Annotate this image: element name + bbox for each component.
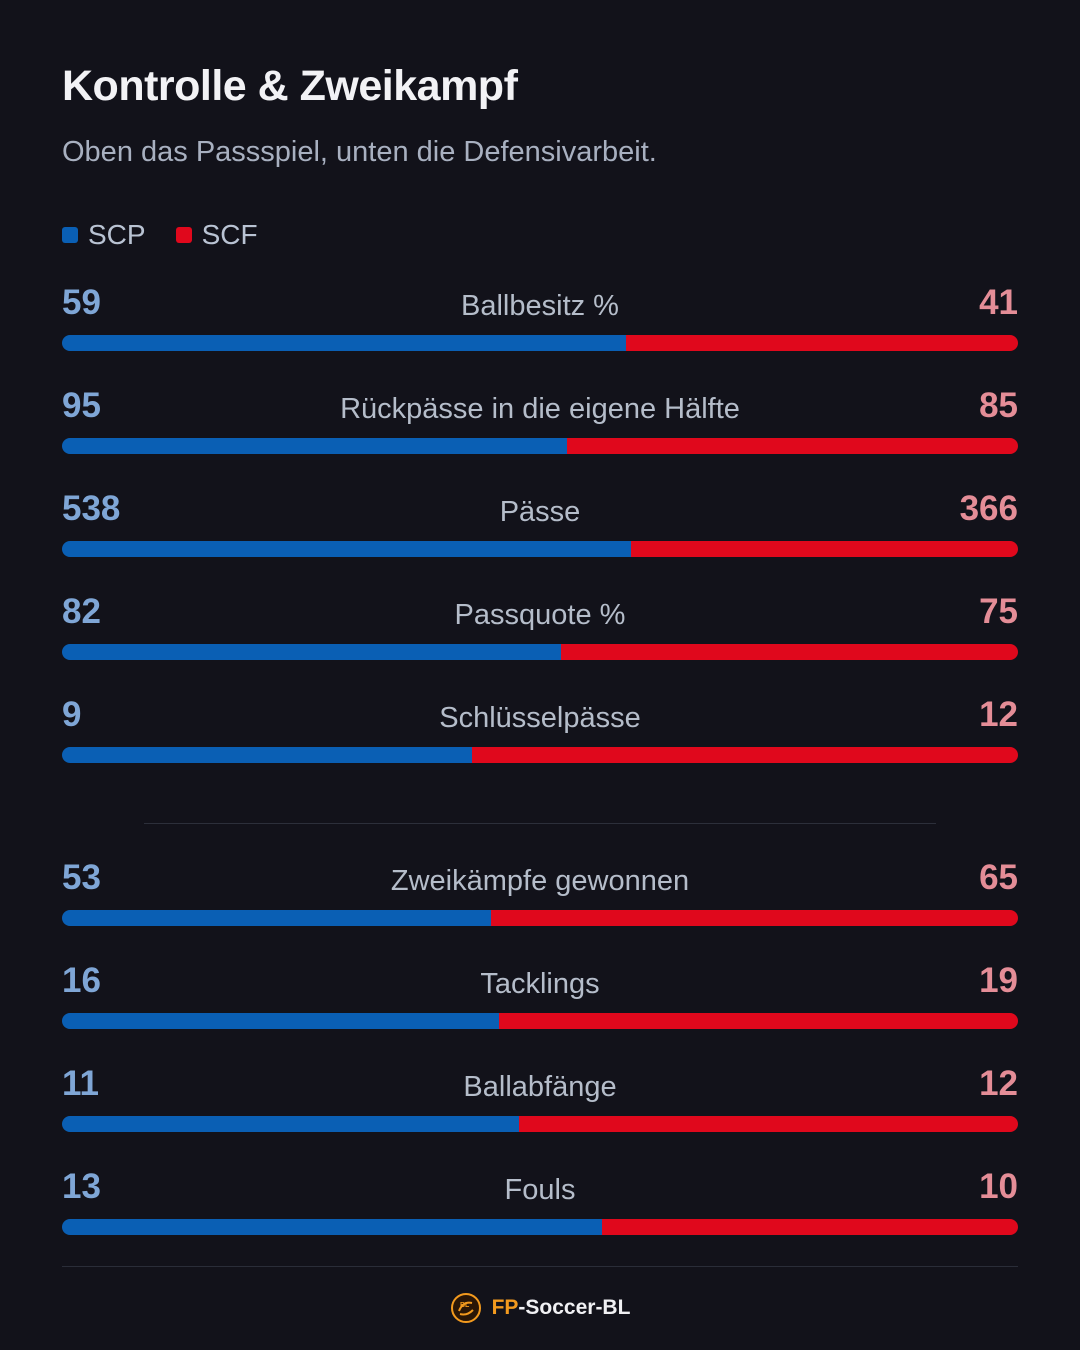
stat-bar	[62, 438, 1018, 454]
stat-row: Schlüsselpässe 9 12	[62, 695, 1018, 767]
team-b-bar-segment	[630, 541, 1018, 557]
stat-row: Pässe 538 366	[62, 489, 1018, 561]
team-a-bar-segment	[62, 541, 631, 557]
stat-bar	[62, 1219, 1018, 1235]
svg-text:BL: BL	[460, 1302, 470, 1309]
stat-label: Tacklings	[480, 968, 600, 1000]
chart-title: Kontrolle & Zweikampf	[62, 62, 518, 110]
team-a-value: 16	[62, 961, 101, 1000]
stat-row: Zweikämpfe gewonnen 53 65	[62, 858, 1018, 930]
legend-label-team-a: SCP	[88, 219, 146, 250]
stat-label: Passquote %	[454, 599, 626, 631]
team-a-value: 13	[62, 1167, 101, 1206]
stat-label: Rückpässe in die eigene Hälfte	[340, 393, 740, 425]
stat-bar	[62, 644, 1018, 660]
stat-row: Ballbesitz % 59 41	[62, 283, 1018, 355]
team-b-bar-segment	[602, 1219, 1018, 1235]
stat-label: Fouls	[504, 1174, 576, 1206]
team-a-bar-segment	[62, 438, 567, 454]
stat-bar	[62, 335, 1018, 351]
team-a-value: 53	[62, 858, 101, 897]
chart-subtitle: Oben das Passspiel, unten die Defensivar…	[62, 136, 657, 168]
team-a-bar-segment	[62, 1116, 520, 1132]
stat-label: Ballbesitz %	[461, 290, 619, 322]
stat-label: Pässe	[499, 496, 581, 528]
team-b-bar-segment	[519, 1116, 1018, 1132]
footer-divider	[62, 1266, 1018, 1267]
team-a-value: 82	[62, 592, 101, 631]
team-b-bar-segment	[471, 747, 1018, 763]
brand-suffix: -Soccer-BL	[518, 1296, 631, 1319]
stat-row: Fouls 13 10	[62, 1167, 1018, 1239]
team-b-bar-segment	[491, 910, 1018, 926]
stat-label: Ballabfänge	[463, 1071, 617, 1103]
footer-brand: BL FP-Soccer-BL	[0, 1292, 1080, 1324]
legend-swatch-team-b	[175, 227, 192, 243]
team-a-bar-segment	[62, 910, 492, 926]
team-a-bar-segment	[62, 1013, 500, 1029]
team-b-bar-segment	[499, 1013, 1018, 1029]
team-a-value: 538	[62, 489, 121, 528]
legend-item-team-a: SCP	[62, 219, 146, 251]
legend: SCP SCF	[62, 218, 258, 252]
stat-bar	[62, 910, 1018, 926]
brand-prefix: FP	[491, 1296, 519, 1319]
team-b-value: 366	[959, 489, 1018, 528]
team-a-value: 95	[62, 386, 101, 425]
team-a-value: 59	[62, 283, 101, 322]
team-b-value: 12	[979, 1064, 1018, 1103]
team-a-bar-segment	[62, 644, 562, 660]
soccer-ball-logo-icon: BL	[450, 1293, 481, 1323]
team-b-bar-segment	[626, 335, 1018, 351]
stat-row: Tacklings 16 19	[62, 961, 1018, 1033]
legend-swatch-team-a	[62, 227, 78, 243]
team-b-value: 75	[979, 592, 1018, 631]
stat-bar	[62, 1116, 1018, 1132]
stat-label: Schlüsselpässe	[439, 702, 641, 734]
team-b-bar-segment	[566, 438, 1018, 454]
team-b-value: 10	[979, 1167, 1018, 1206]
team-a-bar-segment	[62, 747, 472, 763]
team-b-value: 12	[979, 695, 1018, 734]
stat-row: Ballabfänge 11 12	[62, 1064, 1018, 1136]
team-a-bar-segment	[62, 1219, 603, 1235]
team-a-bar-segment	[62, 335, 627, 351]
stat-bar	[62, 541, 1018, 557]
team-a-value: 9	[62, 695, 82, 734]
legend-label-team-b: SCF	[201, 219, 258, 250]
stat-label: Zweikämpfe gewonnen	[390, 865, 690, 897]
team-b-value: 41	[979, 283, 1018, 322]
section-divider	[144, 823, 936, 824]
team-b-value: 65	[979, 858, 1018, 897]
team-b-value: 19	[979, 961, 1018, 1000]
stat-bar	[62, 1013, 1018, 1029]
team-a-value: 11	[62, 1064, 99, 1103]
team-b-bar-segment	[561, 644, 1018, 660]
stat-bar	[62, 747, 1018, 763]
stat-row: Rückpässe in die eigene Hälfte 95 85	[62, 386, 1018, 458]
team-b-value: 85	[979, 386, 1018, 425]
stat-row: Passquote % 82 75	[62, 592, 1018, 664]
legend-item-team-b: SCF	[175, 219, 258, 251]
